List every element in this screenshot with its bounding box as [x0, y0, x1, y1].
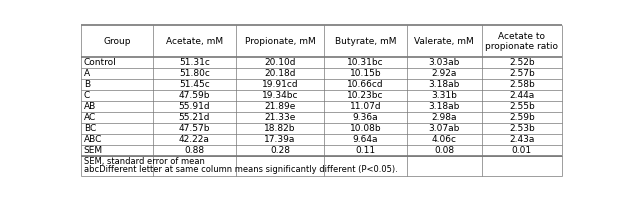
Text: 2.55b: 2.55b	[509, 102, 535, 111]
Text: 10.15b: 10.15b	[350, 69, 381, 78]
Text: 55.91d: 55.91d	[179, 102, 210, 111]
Text: 0.88: 0.88	[184, 146, 204, 155]
Text: A: A	[84, 69, 90, 78]
Text: SEM: SEM	[84, 146, 103, 155]
Text: 2.53b: 2.53b	[509, 124, 535, 133]
Text: 0.08: 0.08	[435, 146, 455, 155]
Text: 0.11: 0.11	[356, 146, 376, 155]
Text: 18.82b: 18.82b	[264, 124, 296, 133]
Text: 10.23bc: 10.23bc	[347, 91, 384, 100]
Text: Acetate to
propionate ratio: Acetate to propionate ratio	[485, 32, 558, 51]
Text: abcDifferent letter at same column means significantly different (P<0.05).: abcDifferent letter at same column means…	[84, 165, 398, 174]
Text: AC: AC	[84, 113, 96, 122]
Text: 9.64a: 9.64a	[352, 135, 378, 144]
Text: Valerate, mM: Valerate, mM	[414, 37, 474, 46]
Text: Butyrate, mM: Butyrate, mM	[335, 37, 396, 46]
Text: 3.18ab: 3.18ab	[429, 80, 460, 89]
Text: 51.45c: 51.45c	[179, 80, 210, 89]
Text: 55.21d: 55.21d	[179, 113, 210, 122]
Text: B: B	[84, 80, 90, 89]
Text: 3.18ab: 3.18ab	[429, 102, 460, 111]
Text: Control: Control	[84, 58, 117, 67]
Text: 0.01: 0.01	[512, 146, 532, 155]
Text: 3.07ab: 3.07ab	[429, 124, 460, 133]
Text: 42.22a: 42.22a	[179, 135, 210, 144]
Text: 21.33e: 21.33e	[264, 113, 295, 122]
Text: 10.66cd: 10.66cd	[347, 80, 384, 89]
Text: 2.52b: 2.52b	[509, 58, 535, 67]
Text: SEM, standard error of mean: SEM, standard error of mean	[84, 157, 204, 166]
Text: 20.10d: 20.10d	[264, 58, 296, 67]
Text: 51.31c: 51.31c	[179, 58, 210, 67]
Text: BC: BC	[84, 124, 96, 133]
Text: 3.31b: 3.31b	[431, 91, 457, 100]
Text: 2.58b: 2.58b	[509, 80, 535, 89]
Text: 21.89e: 21.89e	[264, 102, 295, 111]
Text: 20.18d: 20.18d	[264, 69, 296, 78]
Text: 4.06c: 4.06c	[432, 135, 457, 144]
Text: 17.39a: 17.39a	[264, 135, 295, 144]
Text: C: C	[84, 91, 90, 100]
Text: 2.98a: 2.98a	[431, 113, 457, 122]
Text: 0.28: 0.28	[270, 146, 290, 155]
Text: AB: AB	[84, 102, 96, 111]
Text: Acetate, mM: Acetate, mM	[166, 37, 223, 46]
Text: 3.03ab: 3.03ab	[429, 58, 460, 67]
Text: 19.91cd: 19.91cd	[261, 80, 298, 89]
Text: Group: Group	[103, 37, 130, 46]
Text: ABC: ABC	[84, 135, 102, 144]
Text: 10.31bc: 10.31bc	[347, 58, 384, 67]
Text: 10.08b: 10.08b	[350, 124, 381, 133]
Text: 11.07d: 11.07d	[350, 102, 381, 111]
Text: 47.57b: 47.57b	[179, 124, 210, 133]
Text: 51.80c: 51.80c	[179, 69, 210, 78]
Text: 2.43a: 2.43a	[509, 135, 534, 144]
Text: Propionate, mM: Propionate, mM	[245, 37, 315, 46]
Text: 2.44a: 2.44a	[509, 91, 534, 100]
Text: 47.59b: 47.59b	[179, 91, 210, 100]
Text: 19.34bc: 19.34bc	[261, 91, 298, 100]
Text: 2.92a: 2.92a	[431, 69, 457, 78]
Text: 2.59b: 2.59b	[509, 113, 535, 122]
Text: 9.36a: 9.36a	[352, 113, 378, 122]
Text: 2.57b: 2.57b	[509, 69, 535, 78]
